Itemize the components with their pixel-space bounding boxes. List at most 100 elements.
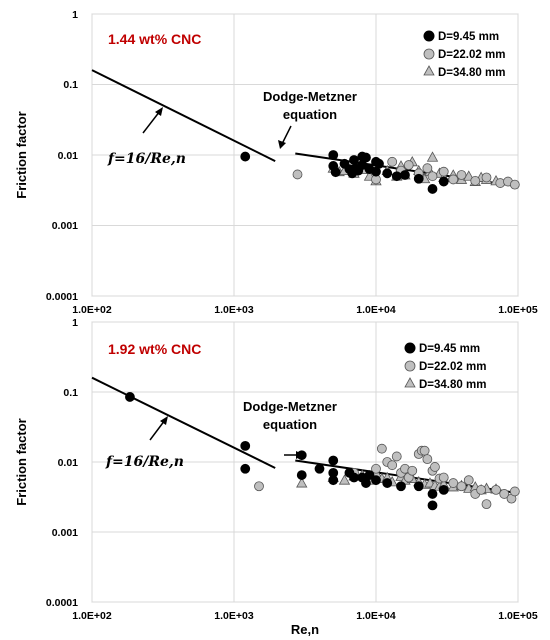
data-point-circle — [361, 478, 371, 488]
data-point-circle — [427, 489, 438, 499]
y-tick-labels-2: 1 0.1 0.01 0.001 0.0001 — [46, 317, 78, 609]
x-axis-title: Re,n — [291, 622, 319, 637]
y-tick-label: 0.0001 — [46, 291, 78, 303]
data-point-circle — [481, 499, 492, 510]
legend-item: D=34.80 mm — [423, 65, 505, 79]
data-point-circle — [456, 481, 467, 492]
legend-label: D=22.02 mm — [419, 361, 486, 373]
data-point-circle — [382, 478, 393, 488]
x-tick-label: 1.0E+03 — [214, 304, 254, 316]
y-tick-label: 0.01 — [58, 150, 79, 162]
data-point-circle — [314, 463, 325, 474]
laminar-arrow — [142, 107, 163, 134]
legend-item: D=22.02 mm — [404, 360, 486, 373]
data-point-circle — [296, 470, 307, 480]
data-point-triangle — [296, 477, 308, 488]
data-point-circle — [422, 454, 433, 465]
data-point-circle — [499, 489, 510, 499]
data-point-circle — [240, 151, 251, 162]
data-point-circle — [330, 167, 341, 178]
legend-label: D=9.45 mm — [438, 31, 499, 43]
legend-item: D=9.45 mm — [404, 342, 480, 355]
laminar-arrow — [149, 416, 168, 441]
data-point-circle — [376, 443, 387, 454]
data-point-circle — [438, 472, 449, 483]
data-point-circle — [438, 176, 449, 187]
x-tick-label: 1.0E+02 — [72, 304, 112, 316]
dodge-metzner-label-line1: Dodge-Metzner — [263, 89, 357, 104]
y-tick-label: 0.0001 — [46, 597, 78, 609]
data-point-circle — [371, 463, 381, 474]
data-point-circle — [125, 392, 135, 402]
laminar-line — [91, 69, 276, 162]
x-tick-label: 1.0E+05 — [498, 304, 538, 316]
data-point-circle — [387, 460, 398, 471]
dodge-metzner-label-line2: equation — [263, 417, 317, 432]
data-point-circle — [364, 470, 375, 480]
data-point-circle — [463, 475, 474, 486]
data-point-circle — [438, 166, 449, 177]
data-point-circle — [349, 472, 359, 483]
legend-marker-circle-grey — [423, 48, 435, 60]
x-tick-label: 1.0E+04 — [356, 610, 396, 622]
dodge-metzner-arrow — [278, 125, 292, 149]
legend-marker-circle-grey — [404, 360, 416, 372]
data-point-circle — [427, 184, 438, 194]
data-point-circle — [400, 170, 410, 180]
data-points-1 — [240, 150, 520, 194]
data-point-circle — [430, 462, 440, 472]
legend-item: D=22.02 mm — [423, 48, 505, 61]
data-point-circle — [240, 440, 251, 451]
legend-item: D=9.45 mm — [423, 30, 499, 43]
data-point-circle — [374, 158, 384, 169]
data-point-circle — [481, 172, 492, 183]
data-point-circle — [396, 481, 406, 492]
legend-marker-triangle-grey — [404, 377, 416, 388]
y-tick-label: 0.1 — [63, 79, 78, 91]
data-point-circle — [387, 156, 398, 167]
data-point-circle — [509, 179, 520, 190]
grid-1 — [91, 13, 519, 297]
legend-marker-circle-black — [404, 342, 416, 354]
y-tick-label: 0.01 — [58, 457, 79, 469]
data-point-circle — [391, 451, 402, 462]
data-point-triangle — [338, 474, 351, 485]
data-point-circle — [407, 465, 418, 476]
data-point-circle — [456, 170, 467, 180]
data-point-circle — [371, 475, 381, 486]
data-point-circle — [422, 163, 433, 174]
panel-1: 1.44 wt% CNC Friction factor 1 0.1 0.01 … — [14, 9, 538, 316]
data-point-circle — [419, 445, 430, 456]
legend-marker-circle-black — [423, 30, 435, 42]
dodge-metzner-label-line1: Dodge-Metzner — [243, 399, 337, 414]
legend-2: D=9.45 mm D=22.02 mm D=34.80 mm — [404, 342, 486, 391]
laminar-line — [91, 376, 276, 469]
data-point-circle — [427, 500, 438, 511]
data-point-circle — [438, 484, 449, 495]
data-point-triangle — [426, 151, 439, 162]
x-tick-label: 1.0E+03 — [214, 610, 254, 622]
data-point-circle — [382, 168, 393, 179]
y-tick-label: 0.001 — [52, 527, 78, 539]
data-point-circle — [509, 486, 520, 497]
legend-label: D=22.02 mm — [438, 49, 505, 61]
data-point-circle — [413, 481, 424, 492]
data-point-circle — [292, 169, 303, 180]
data-point-circle — [403, 160, 414, 170]
legend-label: D=34.80 mm — [419, 379, 486, 391]
x-tick-label: 1.0E+02 — [72, 610, 112, 622]
legend-label: D=9.45 mm — [419, 343, 480, 355]
data-point-circle — [328, 150, 339, 160]
data-point-circle — [328, 455, 339, 466]
data-point-circle — [448, 174, 459, 185]
data-point-circle — [254, 481, 264, 492]
data-point-circle — [427, 171, 438, 182]
legend-label: D=34.80 mm — [438, 67, 505, 79]
laminar-formula-label: f=16/Re,n — [107, 151, 186, 167]
panel-2: 1.92 wt% CNC Friction factor Re,n 1 0.1 … — [14, 317, 538, 637]
panel-2-y-axis-title: Friction factor — [14, 418, 29, 505]
dodge-metzner-label-line2: equation — [283, 107, 337, 122]
legend-marker-triangle-grey — [423, 65, 435, 76]
x-tick-label: 1.0E+04 — [356, 304, 396, 316]
